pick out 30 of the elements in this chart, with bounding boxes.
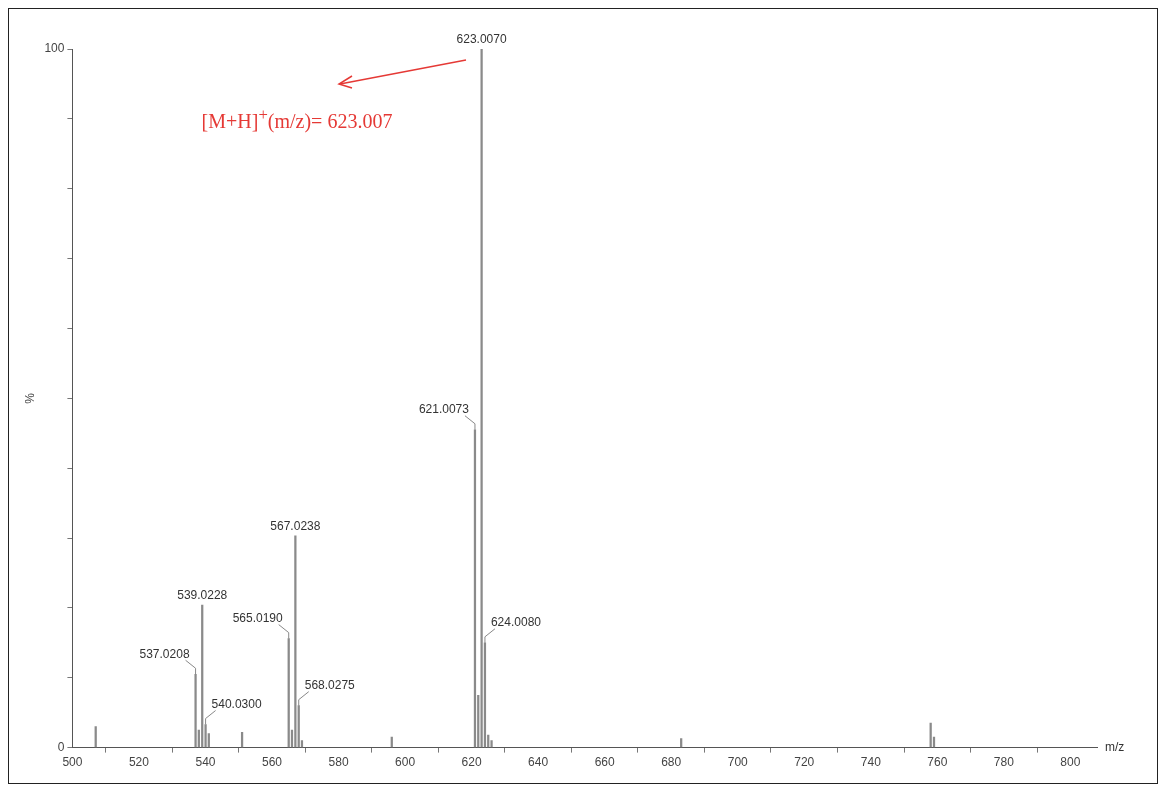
annotation: 537.0208	[139, 646, 190, 661]
y-tick-label: 0	[57, 739, 65, 754]
annotation: 539.0228	[177, 588, 228, 603]
x-tick-label: 800	[1060, 755, 1081, 770]
x-tick-label: 740	[860, 755, 882, 770]
x-tick-label: 640	[528, 755, 549, 770]
annotation: 568.0275	[304, 678, 356, 692]
x-tick-label: 680	[661, 755, 682, 770]
annotation: 567.0238	[270, 519, 321, 534]
x-tick-label: 780	[993, 755, 1015, 770]
x-tick-label: 500	[62, 755, 83, 770]
x-tick-label: 580	[328, 755, 349, 770]
x-tick-label: 520	[128, 755, 150, 770]
x-tick-label: 540	[195, 755, 216, 770]
x-tick-label: 600	[395, 755, 416, 770]
annotation: 540.0300	[211, 696, 262, 711]
annotation: 623.0070	[456, 32, 507, 47]
x-tick-label: 560	[262, 755, 283, 770]
annotation: 621.0073	[418, 402, 470, 417]
y-axis-title: %	[22, 392, 37, 404]
x-tick-label: 720	[794, 755, 815, 770]
y-tick-label: 100	[44, 41, 65, 56]
x-axis-title: m/z	[1105, 739, 1125, 754]
x-tick-label: 660	[594, 755, 615, 770]
annotation: [M+H]$^{+}$(m/z)= 623.007	[191, 99, 403, 139]
x-tick-label: 700	[727, 755, 749, 770]
x-tick-label: 620	[461, 755, 482, 770]
x-tick-label: 760	[927, 755, 948, 770]
annotation: 624.0080	[490, 615, 542, 630]
annotation: 565.0190	[232, 610, 284, 625]
